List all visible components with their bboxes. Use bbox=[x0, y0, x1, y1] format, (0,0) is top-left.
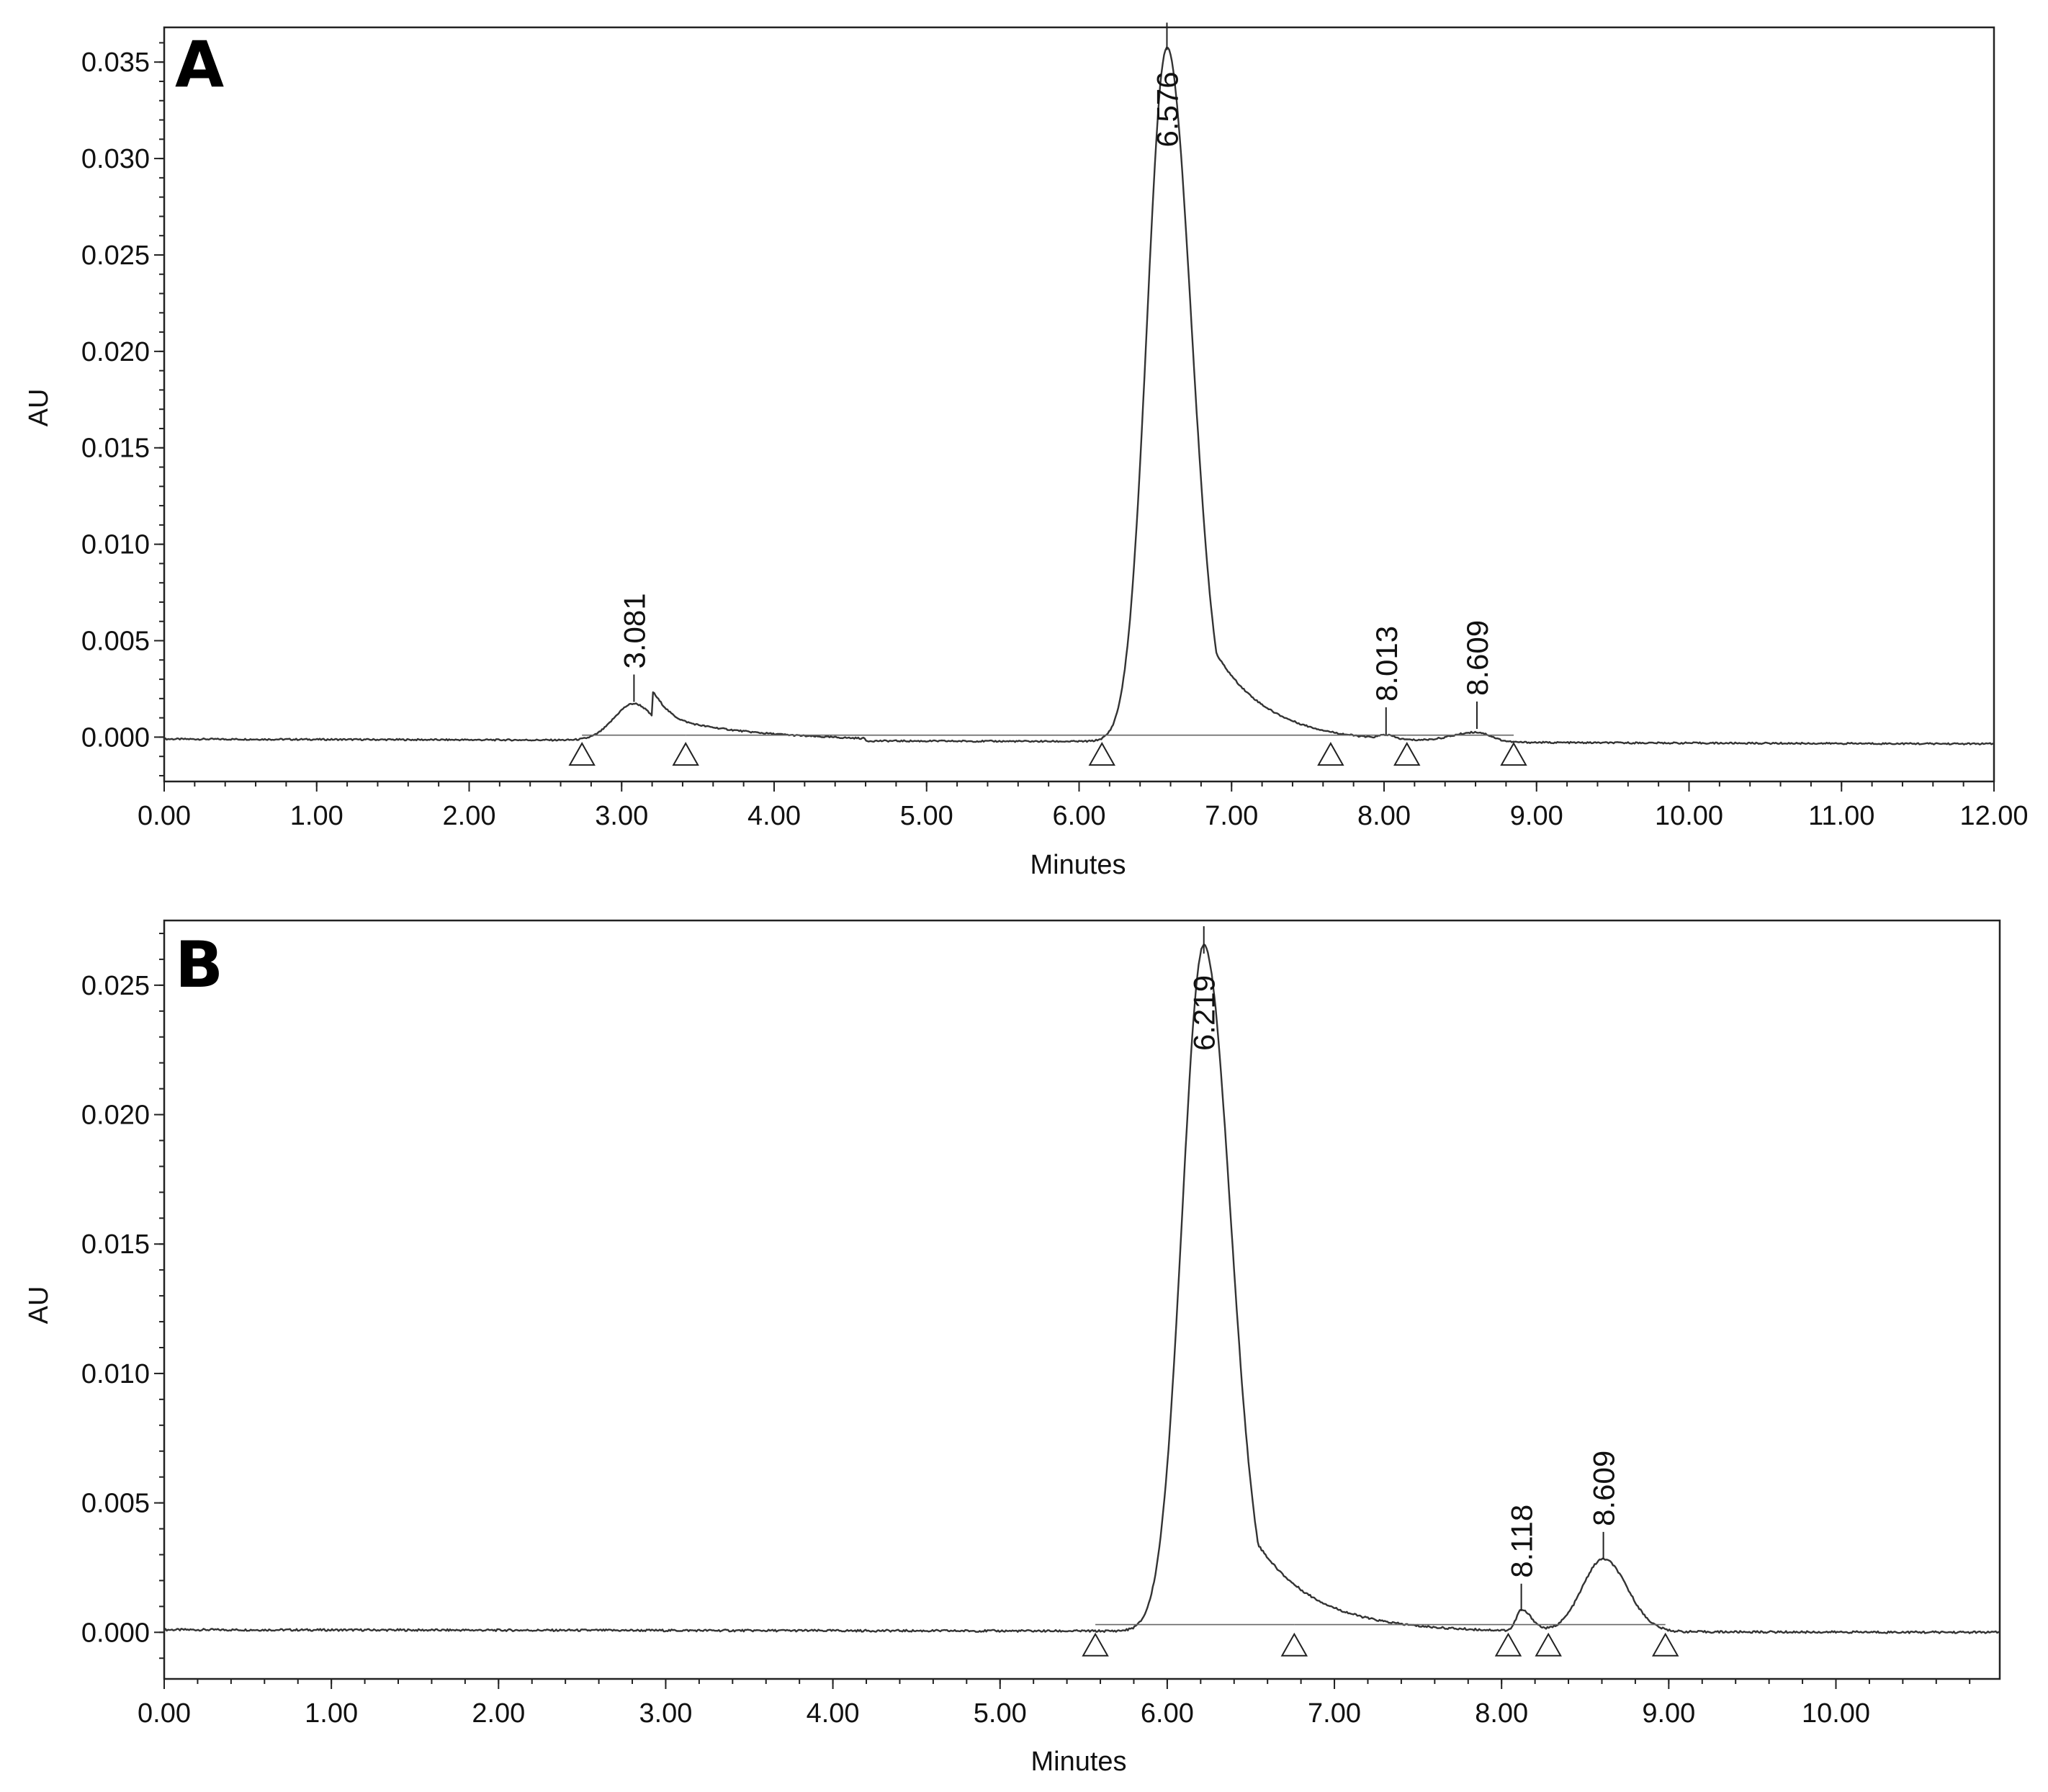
peak-rt-label: 8.013 bbox=[1370, 626, 1403, 702]
integration-marker bbox=[1535, 1632, 1562, 1657]
chromatogram-trace bbox=[163, 943, 2000, 1634]
y-tick-label: 0.000 bbox=[81, 1618, 150, 1648]
integration-marker bbox=[1280, 1632, 1308, 1657]
x-tick-label: 8.00 bbox=[1475, 1698, 1528, 1729]
integration-marker bbox=[568, 742, 596, 766]
x-tick-label: 5.00 bbox=[974, 1698, 1027, 1729]
y-tick-label: 0.005 bbox=[81, 1489, 150, 1519]
x-tick-label: 3.00 bbox=[595, 801, 648, 831]
integration-marker bbox=[1500, 742, 1527, 766]
y-tick-label: 0.015 bbox=[81, 1229, 150, 1260]
plot-area-frame-b bbox=[163, 919, 2001, 1680]
x-tick-label: 0.00 bbox=[138, 801, 191, 831]
y-tick-label: 0.025 bbox=[81, 241, 150, 271]
x-tick-label: 4.00 bbox=[747, 801, 801, 831]
x-tick-label: 3.00 bbox=[639, 1698, 692, 1729]
integration-marker bbox=[1082, 1632, 1109, 1657]
y-tick-label: 0.020 bbox=[81, 337, 150, 367]
y-tick-label: 0.015 bbox=[81, 434, 150, 464]
y-axis-title-b: AU bbox=[24, 1286, 54, 1325]
x-tick-label: 6.00 bbox=[1053, 801, 1106, 831]
integration-marker bbox=[672, 742, 699, 766]
peak-rt-label: 8.118 bbox=[1505, 1505, 1539, 1578]
x-tick-label: 1.00 bbox=[290, 801, 343, 831]
y-tick-label: 0.030 bbox=[81, 144, 150, 174]
chromatogram-trace bbox=[163, 46, 1995, 745]
x-tick-label: 10.00 bbox=[1655, 801, 1723, 831]
x-tick-label: 1.00 bbox=[305, 1698, 358, 1729]
x-tick-label: 6.00 bbox=[1141, 1698, 1194, 1729]
panel-b: B Minutes AU 0.00 1.00 2.00 3.00 4.00 5.00 6.0… bbox=[24, 919, 2001, 1777]
x-tick-label: 11.00 bbox=[1808, 801, 1874, 831]
x-tick-label: 2.00 bbox=[472, 1698, 525, 1729]
y-axis-title-a: AU bbox=[24, 389, 54, 427]
y-tick-label: 0.005 bbox=[81, 627, 150, 657]
integration-marker bbox=[1494, 1632, 1522, 1657]
integration-marker bbox=[1317, 742, 1344, 766]
peak-rt-label: 8.609 bbox=[1587, 1451, 1621, 1526]
x-tick-label: 9.00 bbox=[1642, 1698, 1695, 1729]
y-tick-label: 0.010 bbox=[81, 1359, 150, 1389]
peak-rt-label: 8.609 bbox=[1460, 620, 1494, 696]
y-tick-label: 0.020 bbox=[81, 1101, 150, 1131]
y-tick-label: 0.025 bbox=[81, 971, 150, 1001]
integration-marker bbox=[1393, 742, 1421, 766]
panel-letter-b: B bbox=[175, 928, 223, 1002]
x-axis-title-a: Minutes bbox=[1030, 850, 1126, 880]
x-tick-label: 7.00 bbox=[1308, 1698, 1361, 1729]
integration-marker bbox=[1088, 742, 1115, 766]
x-tick-label: 10.00 bbox=[1802, 1698, 1870, 1729]
x-tick-label: 4.00 bbox=[807, 1698, 860, 1729]
x-tick-label: 2.00 bbox=[443, 801, 496, 831]
integration-marker bbox=[1651, 1632, 1679, 1657]
x-tick-label: 12.00 bbox=[1959, 801, 2028, 831]
plot-area-frame-a bbox=[163, 26, 1995, 783]
x-tick-label: 5.00 bbox=[900, 801, 953, 831]
peak-rt-label: 6.219 bbox=[1187, 975, 1221, 1051]
y-tick-label: 0.010 bbox=[81, 530, 150, 560]
x-tick-label: 9.00 bbox=[1510, 801, 1563, 831]
x-axis-title-b: Minutes bbox=[1030, 1747, 1126, 1777]
y-tick-label: 0.035 bbox=[81, 48, 150, 78]
x-tick-label: 8.00 bbox=[1357, 801, 1411, 831]
x-tick-label: 7.00 bbox=[1205, 801, 1258, 831]
panel-a: A Minutes AU 0.00 1.00 2.00 3.00 4.00 5.00 6.0… bbox=[24, 22, 2029, 880]
y-tick-label: 0.000 bbox=[81, 722, 150, 753]
peak-rt-label: 6.576 bbox=[1150, 71, 1184, 147]
panel-letter-a: A bbox=[175, 27, 224, 102]
peak-rt-label: 3.081 bbox=[617, 593, 651, 668]
x-tick-label: 0.00 bbox=[138, 1698, 191, 1729]
